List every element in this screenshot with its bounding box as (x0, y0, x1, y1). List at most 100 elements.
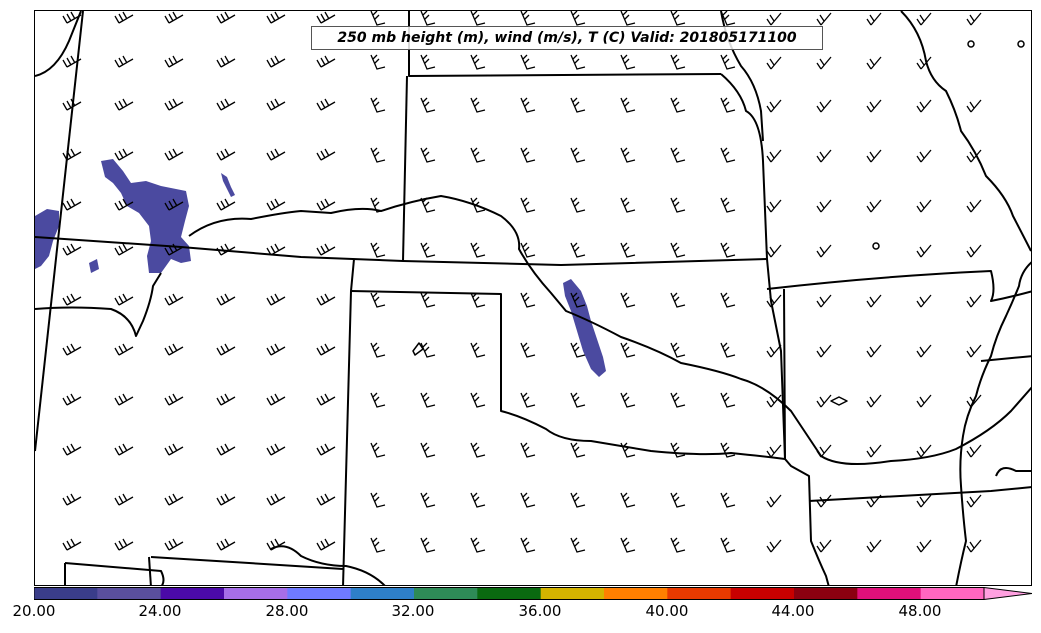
fill-patch-idaho (101, 159, 191, 273)
wind-barb (316, 493, 336, 506)
wind-barb (816, 539, 832, 553)
wind-barb (720, 537, 736, 553)
wind-barb (670, 537, 686, 553)
colorbar-extend (984, 587, 1032, 600)
wind-barb (114, 343, 134, 356)
colorbar-segment (920, 587, 985, 600)
wind-barb (470, 97, 486, 113)
wind-barb (670, 492, 686, 508)
wind-barb (420, 97, 436, 113)
wind-barb (966, 12, 982, 26)
wind-barb (216, 393, 236, 406)
wind-barb (766, 99, 782, 113)
wind-barb (916, 294, 932, 308)
wind-barb (420, 342, 436, 358)
border-line (900, 11, 1031, 252)
wind-barb (370, 11, 386, 26)
wind-barb (316, 293, 336, 306)
wind-barb (720, 54, 736, 70)
wind-barb (766, 149, 782, 163)
wind-barb (216, 11, 236, 24)
wind-barb (316, 393, 336, 406)
wind-barb (216, 243, 236, 256)
colorbar-segment (287, 587, 352, 600)
wind-barb (164, 443, 184, 456)
wind-barb (916, 344, 932, 358)
wind-barb (470, 292, 486, 308)
wind-barb (420, 197, 436, 213)
wind-barb (966, 149, 982, 163)
wind-barb (520, 292, 536, 308)
wind-barb (216, 538, 236, 551)
border-line (720, 73, 830, 585)
wind-barb (164, 148, 184, 161)
wind-barb (370, 197, 386, 213)
wind-barb (266, 198, 286, 211)
wind-barb (620, 97, 636, 113)
wind-barb (670, 342, 686, 358)
wind-barb (916, 394, 932, 408)
border-line (150, 556, 344, 570)
colorbar-label: 24.00 (138, 602, 182, 620)
colorbar-segment (604, 587, 668, 600)
border-line (35, 236, 768, 266)
wind-barb (570, 11, 586, 26)
colorbar-label: 48.00 (898, 602, 942, 620)
wind-barb (966, 539, 982, 553)
wind-barb (470, 11, 486, 26)
colorbar-segment (97, 587, 162, 600)
wind-barb (114, 198, 134, 211)
colorbar-label: 32.00 (391, 602, 435, 620)
wind-barb (816, 294, 832, 308)
wind-barb (164, 538, 184, 551)
wind-barb (114, 493, 134, 506)
wind-barb (570, 147, 586, 163)
wind-barb (766, 12, 782, 26)
wind-barb (370, 392, 386, 408)
calm-marker (1017, 40, 1025, 48)
wind-barb (216, 293, 236, 306)
wind-barb (916, 99, 932, 113)
colorbar-label: 28.00 (265, 602, 309, 620)
wind-barb (470, 492, 486, 508)
fill-patch-oklahoma (563, 279, 606, 377)
wind-barb (420, 147, 436, 163)
wind-barb (114, 293, 134, 306)
wind-barb (670, 292, 686, 308)
wind-barb (164, 293, 184, 306)
wind-barb (520, 342, 536, 358)
colorbar-label: 44.00 (771, 602, 815, 620)
colorbar-label: 36.00 (518, 602, 562, 620)
wind-barb (720, 11, 736, 26)
wind-barb (816, 56, 832, 70)
border-line (980, 355, 1031, 362)
wind-barb (420, 492, 436, 508)
calm-marker (872, 242, 880, 250)
border-line (402, 75, 408, 262)
wind-barb (966, 199, 982, 213)
wind-barb (816, 444, 832, 458)
wind-barb (370, 292, 386, 308)
border-line (955, 261, 1031, 585)
wind-barb (620, 242, 636, 258)
wind-barb (114, 148, 134, 161)
wind-barb (62, 393, 82, 406)
wind-barb (766, 294, 782, 308)
wind-barb (766, 494, 782, 508)
wind-barb (266, 293, 286, 306)
wind-barb (62, 243, 82, 256)
wind-barb (370, 342, 386, 358)
wind-barb (370, 147, 386, 163)
wind-barb (570, 392, 586, 408)
wind-barb (766, 199, 782, 213)
wind-barb (470, 537, 486, 553)
wind-barb (670, 54, 686, 70)
wind-barb (62, 493, 82, 506)
wind-barb (670, 392, 686, 408)
wind-barb (916, 444, 932, 458)
fill-patch-wyoming (221, 173, 235, 197)
wind-barb (720, 97, 736, 113)
wind-barb (420, 392, 436, 408)
border-line (350, 288, 786, 460)
colorbar-outline (34, 587, 985, 600)
